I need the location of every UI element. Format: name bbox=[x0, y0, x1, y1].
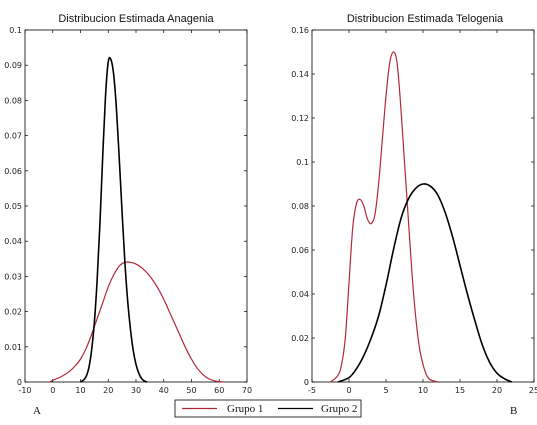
panel-a-x-tick-label: 70 bbox=[242, 386, 252, 395]
panel-a-x-tick-label: 10 bbox=[75, 386, 85, 395]
panel-b-axes-box bbox=[311, 29, 535, 383]
panel-a-y-tick-label: 0.01 bbox=[4, 343, 22, 352]
panel-a-y-tick-label: 0.06 bbox=[4, 167, 22, 176]
panel-a-x-tick-label: -10 bbox=[18, 386, 31, 395]
legend-label-grupo-2: Grupo 2 bbox=[321, 403, 357, 415]
panel-b-x-tick-label: 25 bbox=[529, 386, 537, 395]
panel-b-x-tick-label: -5 bbox=[308, 386, 316, 395]
panel-a-x-tick-label: 40 bbox=[159, 386, 169, 395]
panel-a-y-tick-label: 0.02 bbox=[4, 308, 22, 317]
panel-b-y-tick-label: 0 bbox=[304, 378, 309, 387]
panel-b-y-tick-label: 0.12 bbox=[291, 114, 309, 123]
panel-a-x-tick-label: 50 bbox=[186, 386, 196, 395]
panel-a-x-tick-label: 30 bbox=[131, 386, 141, 395]
panel-b-x-tick-label: 10 bbox=[418, 386, 428, 395]
panel-b-y-tick-label: 0.04 bbox=[291, 290, 309, 299]
panel-b-letter: B bbox=[510, 405, 517, 417]
panel-a-y-tick-label: 0.09 bbox=[4, 61, 22, 70]
panel-b-series-grupo-2 bbox=[337, 183, 513, 383]
panel-a-y-tick-label: 0.03 bbox=[4, 272, 22, 281]
panel-a-y-tick-label: 0.07 bbox=[4, 132, 22, 141]
panel-a-title: Distribucion Estimada Anagenia bbox=[58, 13, 214, 25]
panel-a-letter: A bbox=[33, 405, 41, 417]
legend-label-grupo-1: Grupo 1 bbox=[227, 403, 263, 415]
panel-a-y-tick-label: 0.08 bbox=[4, 96, 22, 105]
panel-a-axes-box bbox=[24, 29, 248, 383]
legend-box bbox=[174, 399, 362, 418]
panel-b-y-tick-label: 0.1 bbox=[296, 158, 309, 167]
panel-b-y-tick-label: 0.16 bbox=[291, 26, 309, 35]
panel-a-series-grupo-2 bbox=[80, 56, 148, 383]
panel-a-y-tick-label: 0.04 bbox=[4, 237, 22, 246]
panel-b-series-grupo-1 bbox=[330, 51, 438, 383]
panel-a-x-tick-label: 20 bbox=[103, 386, 113, 395]
panel-b-y-tick-label: 0.02 bbox=[291, 334, 309, 343]
panel-b-x-tick-label: 0 bbox=[346, 386, 351, 395]
panel-b-y-tick-label: 0.08 bbox=[291, 202, 309, 211]
panel-a-y-tick-label: 0.05 bbox=[4, 202, 22, 211]
panel-b-y-tick-label: 0.06 bbox=[291, 246, 309, 255]
legend: Grupo 1 Grupo 2 bbox=[174, 399, 362, 418]
panel-b-y-tick-label: 0.14 bbox=[291, 70, 309, 79]
panel-b-chart: Distribucion Estimada Telogenia -5 0 5 10 15… bbox=[291, 13, 537, 417]
panel-a-series-grupo-1 bbox=[49, 261, 225, 383]
panel-b-x-tick-label: 15 bbox=[455, 386, 465, 395]
panel-a-y-tick-label: 0 bbox=[17, 378, 22, 387]
panel-a-y-tick-label: 0.1 bbox=[9, 26, 22, 35]
panel-a-chart: Distribucion Estimada Anagenia -10 0 10 20 3… bbox=[4, 13, 252, 417]
panel-b-title: Distribucion Estimada Telogenia bbox=[347, 13, 504, 25]
panel-a-x-tick-label: 60 bbox=[214, 386, 224, 395]
panel-a-x-tick-label: 0 bbox=[50, 386, 55, 395]
panel-b-x-tick-label: 20 bbox=[492, 386, 502, 395]
panel-b-x-tick-label: 5 bbox=[383, 386, 388, 395]
